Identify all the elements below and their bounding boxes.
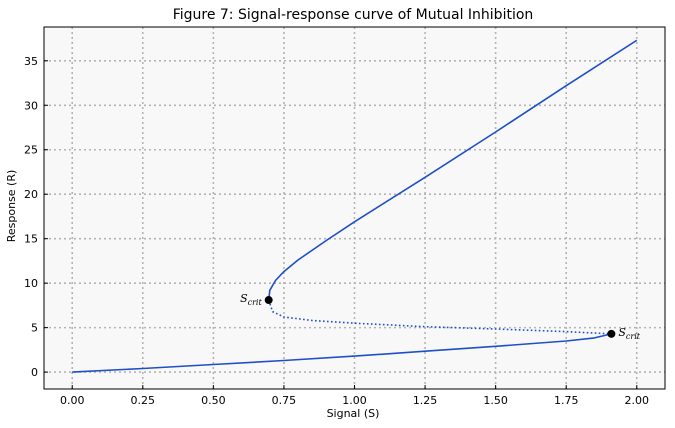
x-tick-label: 0.25 [131,394,156,407]
y-tick-label: 10 [24,277,38,290]
critical-point-label: Scrit [618,326,640,341]
x-tick-label: 2.00 [625,394,650,407]
y-tick-label: 35 [24,55,38,68]
x-tick-label: 0.50 [201,394,226,407]
critical-point-marker [607,329,616,338]
series-line-2 [267,299,612,335]
y-tick-label: 20 [24,188,38,201]
x-tick-label: 0.75 [272,394,297,407]
x-tick-label: 1.00 [342,394,367,407]
series-line-1 [72,333,612,373]
y-tick-label: 5 [31,322,38,335]
series-line-3 [267,39,638,301]
x-tick-label: 1.25 [413,394,438,407]
y-axis-label: Response (R) [5,170,18,243]
x-axis-ticks: 0.00 0.25 0.50 0.75 1.00 1.25 1.50 1.75 2.00 [60,385,649,407]
y-axis-ticks: 0 5 10 15 20 25 30 35 [24,55,48,379]
critical-point-label: Scrit [240,292,262,307]
critical-points: Scrit Scrit [240,292,641,341]
y-tick-label: 0 [31,366,38,379]
chart-title: Figure 7: Signal-response curve of Mutua… [173,7,534,23]
series-layer [72,39,638,373]
x-axis-label: Signal (S) [327,407,380,420]
y-tick-label: 15 [24,233,38,246]
x-tick-label: 0.00 [60,394,85,407]
y-tick-label: 30 [24,99,38,112]
x-tick-label: 1.75 [554,394,579,407]
y-tick-label: 25 [24,144,38,157]
critical-point-marker [264,296,273,305]
x-tick-label: 1.50 [483,394,508,407]
